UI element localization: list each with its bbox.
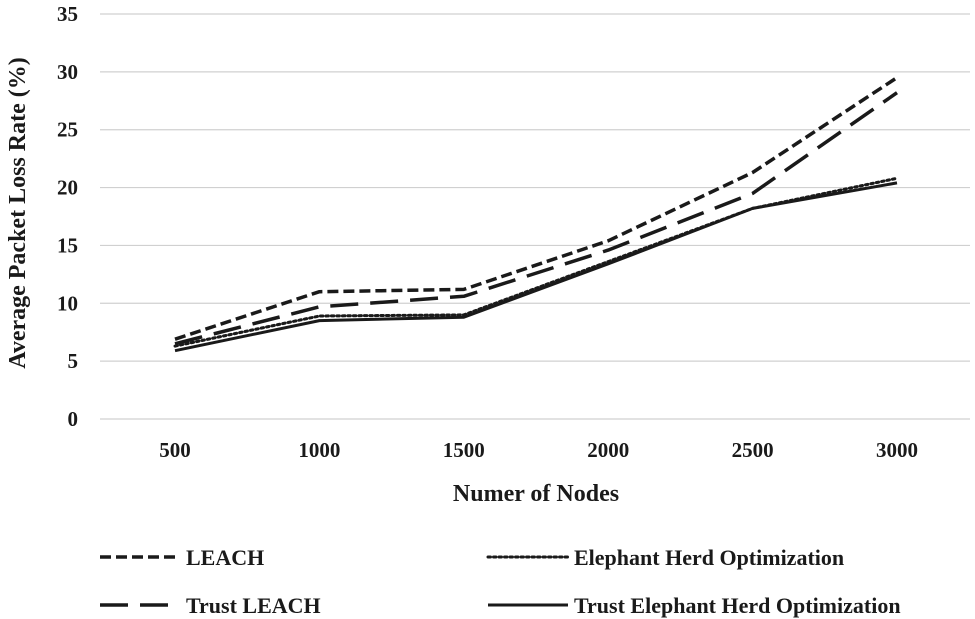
series-line-leach [174,76,898,341]
y-tick-label: 0 [68,407,79,431]
x-axis-ticks: 500 1000 1500 2000 2500 3000 [159,438,918,462]
legend-item: Trust Elephant Herd Optimization [488,593,901,618]
x-tick-label: 3000 [876,438,918,462]
legend-label: Trust LEACH [186,593,321,618]
y-axis-ticks: 0 5 10 15 20 25 30 35 [57,2,78,431]
y-tick-label: 10 [57,291,78,315]
legend-item: Trust LEACH [100,593,321,618]
y-tick-label: 25 [57,118,78,142]
legend-label: LEACH [186,545,264,570]
y-tick-label: 5 [68,349,79,373]
series-lines [173,76,899,353]
y-tick-label: 15 [57,233,78,257]
series-line-trust-elephant-herd-optimization [174,181,898,353]
y-tick-label: 20 [57,176,78,200]
gridlines [100,13,970,420]
x-tick-label: 500 [159,438,191,462]
y-tick-label: 30 [57,60,78,84]
legend-item: Elephant Herd Optimization [486,545,844,570]
x-axis-title: Numer of Nodes [453,481,619,507]
legend-item: LEACH [100,545,264,570]
x-tick-label: 1000 [298,438,340,462]
y-tick-label: 35 [57,2,78,26]
x-tick-label: 1500 [443,438,485,462]
x-tick-label: 2000 [587,438,629,462]
legend-label: Elephant Herd Optimization [574,545,844,570]
x-tick-label: 2500 [732,438,774,462]
legend-label: Trust Elephant Herd Optimization [574,593,901,618]
series-line-trust-leach [174,91,899,346]
legend: LEACH Elephant Herd Optimization Trust LEA… [100,545,901,618]
y-axis-title: Average Packet Loss Rate (%) [5,57,31,368]
